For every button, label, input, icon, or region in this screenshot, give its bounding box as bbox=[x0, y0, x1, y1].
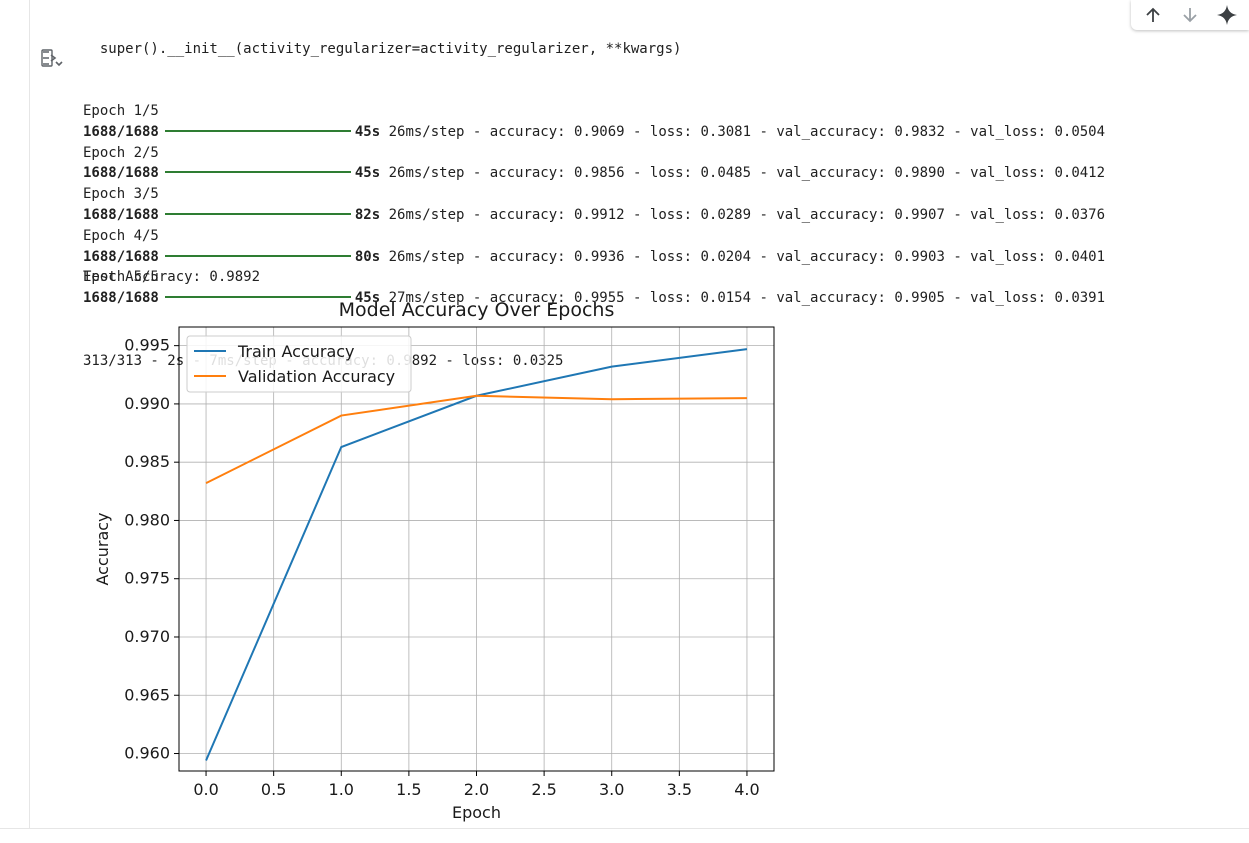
legend-label-0: Train Accuracy bbox=[237, 342, 355, 361]
epoch-metrics: 26ms/step - accuracy: 0.9069 - loss: 0.3… bbox=[388, 123, 1106, 140]
y-tick-label: 0.960 bbox=[124, 744, 170, 763]
x-tick-label: 1.0 bbox=[329, 780, 354, 799]
step-count: 1688/1688 bbox=[83, 165, 159, 182]
epoch-progress-line: 1688/1688 82s 26ms/step - accuracy: 0.991… bbox=[83, 205, 1105, 226]
cell-left-border bbox=[29, 0, 30, 828]
sparkle-icon bbox=[1216, 5, 1237, 25]
series-line-1 bbox=[205, 394, 747, 485]
epoch-progress-line: 1688/1688 45s 26ms/step - accuracy: 0.906… bbox=[83, 122, 1105, 143]
epoch-time: 80s bbox=[354, 248, 381, 265]
y-tick-label: 0.965 bbox=[124, 685, 170, 704]
epoch-header: Epoch 4/5 bbox=[83, 227, 159, 244]
cell-output: super().__init__(activity_regularizer=ac… bbox=[83, 0, 1105, 392]
epoch-header: Epoch 5/5 bbox=[83, 269, 159, 286]
epoch-time: 45s bbox=[354, 123, 381, 140]
step-count: 1688/1688 bbox=[83, 206, 159, 223]
epoch-metrics: 27ms/step - accuracy: 0.9955 - loss: 0.0… bbox=[388, 290, 1106, 307]
output-toggle-icon bbox=[41, 49, 63, 67]
y-tick-label: 0.990 bbox=[124, 394, 170, 413]
epoch-metrics: 26ms/step - accuracy: 0.9856 - loss: 0.0… bbox=[388, 165, 1106, 182]
epoch-time: 82s bbox=[354, 206, 381, 223]
epoch-header: Epoch 3/5 bbox=[83, 186, 159, 203]
epoch-time: 45s bbox=[354, 290, 381, 307]
output-actions-button[interactable] bbox=[38, 44, 66, 72]
warning-line: super().__init__(activity_regularizer=ac… bbox=[83, 40, 682, 57]
x-axis-label: Epoch bbox=[452, 803, 501, 822]
chart-title: Model Accuracy Over Epochs bbox=[339, 299, 615, 321]
x-tick-label: 0.0 bbox=[193, 780, 218, 799]
epoch-progress-line: 1688/1688 80s 26ms/step - accuracy: 0.993… bbox=[83, 247, 1105, 268]
epoch-progress-line: 1688/1688 45s 26ms/step - accuracy: 0.985… bbox=[83, 163, 1105, 184]
progress-bar bbox=[164, 254, 351, 257]
legend-label-1: Validation Accuracy bbox=[238, 367, 395, 386]
x-tick-label: 2.0 bbox=[464, 780, 489, 799]
cell-toolbar bbox=[1131, 0, 1249, 30]
x-tick-label: 4.0 bbox=[734, 780, 759, 799]
y-tick-label: 0.980 bbox=[124, 510, 170, 529]
legend-box bbox=[186, 335, 412, 393]
x-tick-label: 0.5 bbox=[261, 780, 286, 799]
step-count: 1688/1688 bbox=[83, 123, 159, 140]
arrow-up-icon bbox=[1146, 7, 1160, 22]
epoch-metrics: 26ms/step - accuracy: 0.9912 - loss: 0.0… bbox=[388, 206, 1106, 223]
y-axis-label: Accuracy bbox=[93, 512, 112, 585]
move-cell-up-button[interactable] bbox=[1138, 2, 1168, 28]
epoch-time: 45s bbox=[354, 165, 381, 182]
progress-bar bbox=[164, 171, 351, 174]
move-cell-down-button[interactable] bbox=[1175, 2, 1205, 28]
epoch-metrics: 26ms/step - accuracy: 0.9936 - loss: 0.0… bbox=[388, 248, 1106, 265]
epoch-header: Epoch 1/5 bbox=[83, 102, 159, 119]
progress-bar bbox=[164, 296, 351, 299]
gemini-button[interactable] bbox=[1212, 2, 1242, 28]
test-accuracy-text: Test Accuracy: 0.9892 bbox=[83, 269, 261, 285]
progress-bar bbox=[164, 212, 351, 215]
y-tick-label: 0.995 bbox=[124, 336, 170, 355]
x-tick-label: 1.5 bbox=[396, 780, 421, 799]
cell-bottom-border bbox=[0, 828, 1249, 829]
x-tick-label: 3.5 bbox=[667, 780, 692, 799]
y-tick-label: 0.985 bbox=[124, 452, 170, 471]
step-count: 1688/1688 bbox=[83, 248, 159, 265]
step-count: 1688/1688 bbox=[83, 290, 159, 307]
epoch-header: Epoch 2/5 bbox=[83, 144, 159, 161]
x-tick-label: 2.5 bbox=[531, 780, 556, 799]
epoch-progress-line: 1688/1688 45s 27ms/step - accuracy: 0.995… bbox=[83, 288, 1105, 309]
y-tick-label: 0.970 bbox=[124, 627, 170, 646]
progress-bar bbox=[164, 129, 351, 132]
arrow-down-icon bbox=[1183, 8, 1197, 23]
accuracy-chart: 0.0 0.5 1.0 1.5 2.0 2.5 3.0 3.5 4.0 0.960 0.965 0.9… bbox=[93, 299, 775, 822]
y-tick-label: 0.975 bbox=[124, 569, 170, 588]
x-tick-label: 3.0 bbox=[599, 780, 624, 799]
